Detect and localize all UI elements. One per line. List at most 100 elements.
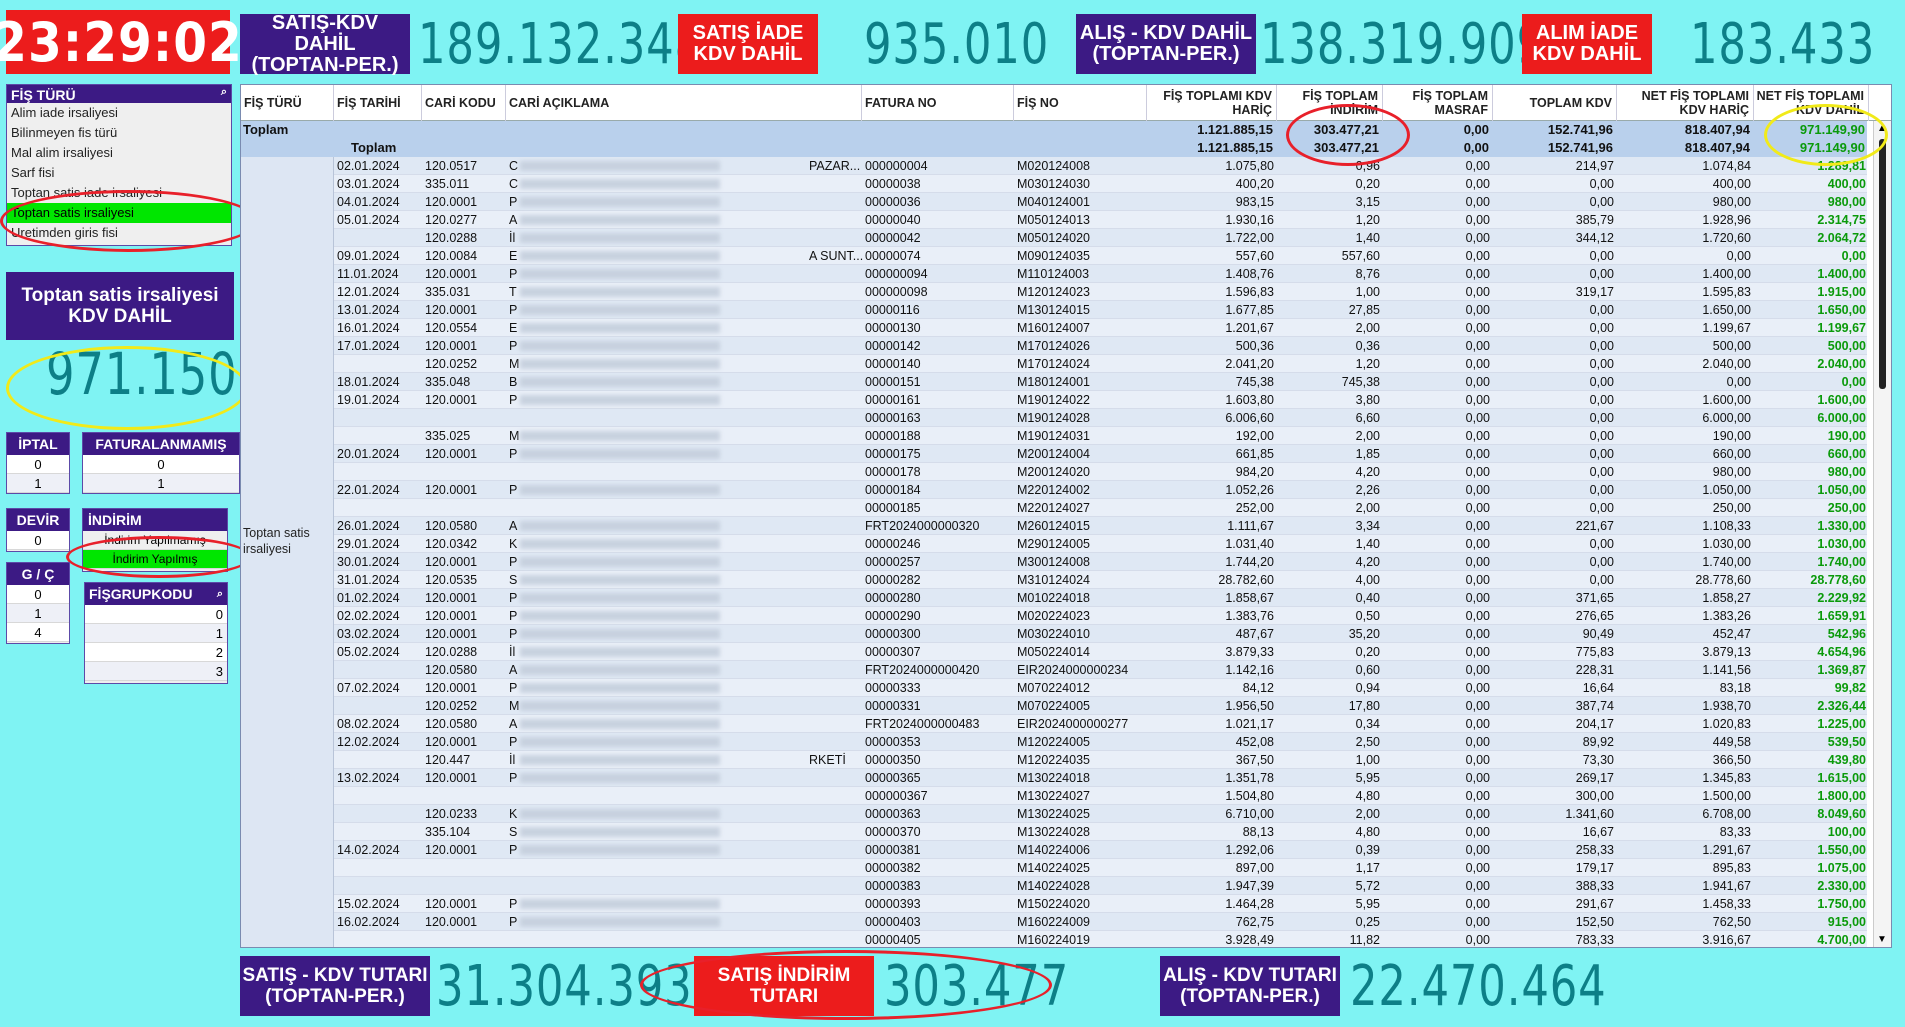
faturalanmamis-item[interactable]: 1 [83,474,239,493]
table-row[interactable]: 00000163 M190124028 6.006,60 6,60 0,00 0,00 6.… [334,409,1867,427]
magnifier-icon[interactable]: ⌕ [216,588,223,600]
table-row[interactable]: 12.02.2024 120.0001 P 00000353 M120224005 452… [334,733,1867,751]
table-cell: 0,00 [1589,249,1614,263]
table-row[interactable]: 120.0233 K 00000363 M130224025 6.710,00 2,00 0… [334,805,1867,823]
table-row[interactable]: 00000383 M140224028 1.947,39 5,72 0,00 388,33… [334,877,1867,895]
column-header[interactable]: FİŞ TOPLAM İNDİRİM [1277,85,1383,121]
column-header[interactable]: NET FİŞ TOPLAMI KDV HARİÇ [1617,85,1754,121]
column-header[interactable]: CARİ KODU [422,85,506,121]
scroll-down-icon[interactable]: ▼ [1877,934,1887,945]
table-row[interactable]: 335.025 M 00000188 M190124031 192,00 2,00 0,00… [334,427,1867,445]
table-row[interactable]: 22.01.2024 120.0001 P 00000184 M220124002 1.0… [334,481,1867,499]
fis-turu-item[interactable]: Mal alim irsaliyesi [11,145,113,160]
fisgrup-item[interactable]: 0 [85,605,227,624]
column-header[interactable]: FİŞ TOPLAMI KDV HARİÇ [1147,85,1277,121]
table-cell: 00000381 [865,843,921,857]
table-row[interactable]: 120.447 İl RKETİ 00000350 M120224035 367,50 1,… [334,751,1867,769]
gc-item[interactable]: 1 [7,604,69,623]
fisgrup-item[interactable]: 3 [85,662,227,681]
gc-item[interactable]: 4 [7,623,69,642]
table-row[interactable]: 120.0580 A FRT2024000000420 EIR202400000023… [334,661,1867,679]
table-cell: 16.02.2024 [337,915,400,929]
table-cell: 0,00 [1589,537,1614,551]
fis-turu-item[interactable]: Alim iade irsaliyesi [11,105,118,120]
fis-turu-item[interactable]: Bilinmeyen fis türü [11,125,118,140]
table-row[interactable]: 29.01.2024 120.0342 K 00000246 M290124005 1.0… [334,535,1867,553]
fis-turu-item[interactable]: Uretimden giris fisi [11,225,118,240]
table-row[interactable]: 120.0252 M 00000140 M170124024 2.041,20 1,20 0… [334,355,1867,373]
gc-item[interactable]: 0 [7,585,69,604]
fis-turu-item-selected[interactable]: Toptan satis irsaliyesi [7,203,231,223]
table-row[interactable]: 18.01.2024 335.048 B 00000151 M180124001 745,… [334,373,1867,391]
table-cell: 0,00 [1465,663,1490,677]
fis-turu-item[interactable]: Toptan satis iade irsaliyesi [11,185,163,200]
indirim-item[interactable]: İndirim Yapılmamış [83,531,227,550]
fisgrup-item[interactable]: 2 [85,643,227,662]
column-header[interactable]: FİŞ NO [1014,85,1147,121]
table-cell: 385,79 [1575,213,1614,227]
table-row[interactable]: 26.01.2024 120.0580 A FRT2024000000320 M2601… [334,517,1867,535]
table-row[interactable]: 13.02.2024 120.0001 P 00000365 M130224018 1.3… [334,769,1867,787]
table-row[interactable]: 13.01.2024 120.0001 P 00000116 M130124015 1.6… [334,301,1867,319]
scroll-up-icon[interactable]: ▲ [1877,123,1887,134]
table-cell: 00000163 [865,411,921,425]
table-row[interactable]: 20.01.2024 120.0001 P 00000175 M200124004 661… [334,445,1867,463]
table-row[interactable]: 01.02.2024 120.0001 P 00000280 M010224018 1.8… [334,589,1867,607]
table-row[interactable]: 03.01.2024 335.011 C 00000038 M030124030 400,… [334,175,1867,193]
table-row[interactable]: 14.02.2024 120.0001 P 00000381 M140224006 1.2… [334,841,1867,859]
table-row[interactable]: 16.02.2024 120.0001 P 00000403 M160224009 762… [334,913,1867,931]
column-header[interactable]: FİŞ TARİHİ [334,85,422,121]
table-row[interactable]: 05.01.2024 120.0277 A 00000040 M050124013 1.9… [334,211,1867,229]
table-cell: 17.01.2024 [337,339,400,353]
table-row[interactable]: 120.0288 İl 00000042 M050124020 1.722,00 1,40… [334,229,1867,247]
table-row[interactable]: 11.01.2024 120.0001 P 000000094 M110124003 1.… [334,265,1867,283]
scroll-thumb[interactable] [1879,139,1886,389]
table-cell: 0,00 [1589,555,1614,569]
table-row[interactable]: 07.02.2024 120.0001 P 00000333 M070224012 84,… [334,679,1867,697]
table-row[interactable]: 04.01.2024 120.0001 P 00000036 M040124001 983… [334,193,1867,211]
table-row[interactable]: 12.01.2024 335.031 T 000000098 M120124023 1.5… [334,283,1867,301]
table-row[interactable]: 00000178 M200124020 984,20 4,20 0,00 0,00 980,… [334,463,1867,481]
table-row[interactable]: 15.02.2024 120.0001 P 00000393 M150224020 1.4… [334,895,1867,913]
column-header[interactable]: TOPLAM KDV [1493,85,1617,121]
table-cell: 3,80 [1355,393,1380,407]
iptal-item[interactable]: 0 [7,455,69,474]
table-row[interactable]: 05.02.2024 120.0288 İl 00000307 M050224014 3.… [334,643,1867,661]
table-row[interactable]: 17.01.2024 120.0001 P 00000142 M170124026 500… [334,337,1867,355]
table-row[interactable]: 09.01.2024 120.0084 E A SUNT... 00000074 M090… [334,247,1867,265]
indirim-item-selected[interactable]: İndirim Yapılmış [83,550,227,569]
table-row[interactable]: 03.02.2024 120.0001 P 00000300 M030224010 487… [334,625,1867,643]
table-cell: 1.292,06 [1225,843,1274,857]
table-row[interactable]: 00000185 M220124027 252,00 2,00 0,00 0,00 250,… [334,499,1867,517]
fisgrup-item[interactable]: 1 [85,624,227,643]
column-header[interactable]: FİŞ TÜRÜ [241,85,334,121]
table-row[interactable]: 000000367 M130224027 1.504,80 4,80 0,00 300,0… [334,787,1867,805]
table-row[interactable]: 30.01.2024 120.0001 P 00000257 M300124008 1.7… [334,553,1867,571]
table-row[interactable]: 08.02.2024 120.0580 A FRT2024000000483 EIR20… [334,715,1867,733]
faturalanmamis-item[interactable]: 0 [83,455,239,474]
column-header[interactable]: CARİ AÇIKLAMA [506,85,862,121]
table-cell: 120.0001 [425,483,478,497]
table-cell: 120.0554 [425,321,478,335]
table-row[interactable]: 02.01.2024 120.0517 C PAZAR... 000000004 M020… [334,157,1867,175]
table-cell: 6.000,00 [1702,411,1751,425]
table-cell: 895,83 [1712,861,1751,875]
table-row[interactable]: 19.01.2024 120.0001 P 00000161 M190124022 1.6… [334,391,1867,409]
table-row[interactable]: 335.104 S 00000370 M130224028 88,13 4,80 0,00 1… [334,823,1867,841]
devir-item[interactable]: 0 [7,531,69,550]
table-row[interactable]: 00000382 M140224025 897,00 1,17 0,00 179,17 89… [334,859,1867,877]
fis-turu-item[interactable]: Sarf fisi [11,165,55,180]
magnifier-icon[interactable]: ⌕ [220,86,227,98]
vertical-scrollbar[interactable]: ▲ ▼ [1873,121,1891,947]
table-row[interactable]: 120.0252 M 00000331 M070224005 1.956,50 17,80… [334,697,1867,715]
iptal-item[interactable]: 1 [7,474,69,493]
table-row[interactable]: 31.01.2024 120.0535 S 00000282 M310124024 28.… [334,571,1867,589]
table-row[interactable]: 00000405 M160224019 3.928,49 11,82 0,00 783,3… [334,931,1867,947]
table-cell: M160124007 [1017,321,1090,335]
table-row[interactable]: 02.02.2024 120.0001 P 00000290 M020224023 1.3… [334,607,1867,625]
column-header[interactable]: FATURA NO [862,85,1014,121]
column-header[interactable]: FİŞ TOPLAM MASRAF [1383,85,1493,121]
table-cell: 00000036 [865,195,921,209]
table-row[interactable]: 16.01.2024 120.0554 E 00000130 M160124007 1.2… [334,319,1867,337]
column-header[interactable]: NET FİŞ TOPLAMI KDV DAHİL [1754,85,1869,121]
